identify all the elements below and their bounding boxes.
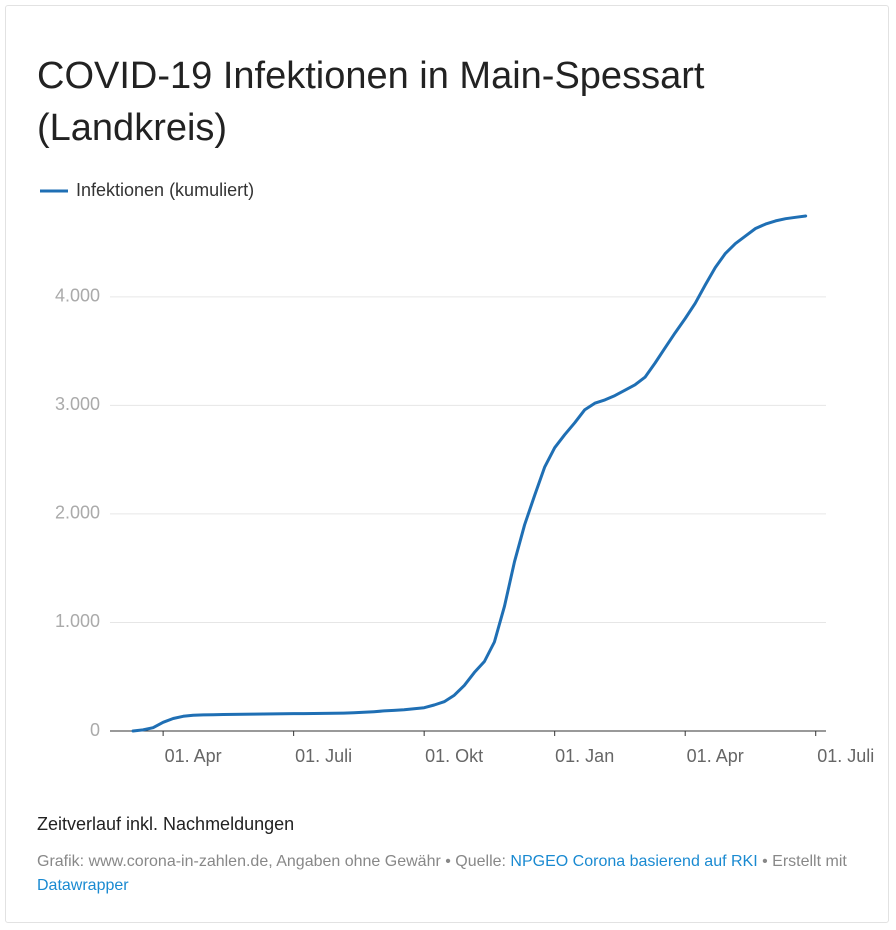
datawrapper-link[interactable]: Datawrapper — [37, 877, 129, 894]
y-tick-label: 2.000 — [55, 503, 100, 523]
data-line — [131, 214, 808, 733]
y-tick-label: 0 — [90, 720, 100, 740]
description: Zeitverlauf inkl. Nachmeldungen — [37, 814, 295, 834]
source: Grafik: www.corona-in-zahlen.de, Angaben… — [37, 850, 867, 898]
source-text: Grafik: www.corona-in-zahlen.de, Angaben… — [37, 853, 511, 870]
y-tick-label: 4.000 — [55, 286, 100, 306]
chart-title: COVID-19 Infektionen in Main-Spessart (L… — [37, 55, 705, 149]
x-tick-label: 01. Juli — [295, 746, 352, 766]
x-tick-label: 01. Okt — [425, 746, 483, 766]
card — [5, 5, 889, 923]
x-tick-label: 01. Juli — [817, 746, 874, 766]
legend-label: Infektionen (kumuliert) — [76, 180, 254, 200]
source-text: • Erstellt mit — [757, 853, 847, 870]
x-tick-label: 01. Jan — [555, 746, 614, 766]
x-tick-label: 01. Apr — [165, 746, 222, 766]
y-tick-label: 3.000 — [55, 394, 100, 414]
source-link[interactable]: NPGEO Corona basierend auf RKI — [510, 853, 758, 870]
y-tick-label: 1.000 — [55, 611, 100, 631]
x-tick-label: 01. Apr — [687, 746, 744, 766]
